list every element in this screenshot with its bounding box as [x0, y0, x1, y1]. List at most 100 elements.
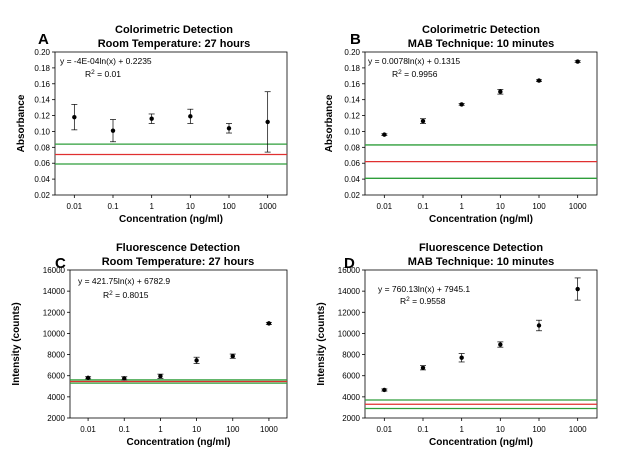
- y-tick-label: 12000: [338, 308, 361, 317]
- x-tick-label: 1: [459, 202, 464, 211]
- y-tick-label: 0.08: [344, 143, 360, 152]
- r-squared-symbol: R: [103, 290, 109, 300]
- y-tick-label: 0.16: [344, 80, 360, 89]
- data-point: [230, 353, 235, 359]
- x-tick-label: 0.1: [417, 425, 429, 434]
- y-axis-label: Intensity (counts): [316, 302, 327, 385]
- x-tick-label: 1000: [259, 202, 277, 211]
- chart-title: Fluorescence Detection: [419, 242, 543, 254]
- data-point: [149, 116, 154, 121]
- y-tick-label: 0.12: [34, 112, 50, 121]
- r-squared-exponent: 2: [109, 290, 113, 297]
- x-tick-label: 0.1: [107, 202, 119, 211]
- x-tick-label: 1: [459, 425, 464, 434]
- y-tick-label: 0.04: [344, 175, 360, 184]
- chart-panel-c: C Fluorescence Detection Room Temperature:…: [11, 242, 288, 448]
- regression-equation: y = 421.75ln(x) + 6782.9: [78, 276, 170, 286]
- y-tick-label: 10000: [43, 329, 66, 338]
- chart-subtitle: Room Temperature: 27 hours: [102, 256, 255, 268]
- data-point: [575, 59, 580, 64]
- r-squared-label: R2 = 0.9558: [400, 296, 446, 306]
- x-tick-label: 1000: [569, 425, 587, 434]
- x-axis-label: Concentration (ng/ml): [119, 214, 223, 225]
- y-tick-label: 4000: [47, 393, 65, 402]
- x-tick-label: 0.01: [67, 202, 83, 211]
- x-tick-label: 10: [496, 202, 505, 211]
- regression-equation: y = 0.0078ln(x) + 0.1315: [368, 56, 460, 66]
- panel-letter: D: [344, 255, 355, 272]
- panel-letter: B: [350, 31, 361, 48]
- y-tick-label: 6000: [47, 372, 65, 381]
- data-point: [110, 128, 116, 133]
- data-point: [459, 102, 464, 107]
- y-tick-label: 0.10: [344, 127, 360, 136]
- y-tick-label: 0.10: [34, 127, 50, 136]
- chart-panel-b: B Colorimetric Detection MAB Technique: 10…: [324, 24, 598, 225]
- y-tick-label: 0.08: [34, 143, 50, 152]
- x-tick-label: 0.1: [417, 202, 429, 211]
- x-axis-label: Concentration (ng/ml): [127, 437, 231, 448]
- x-tick-label: 1000: [260, 425, 278, 434]
- x-tick-label: 1: [158, 425, 163, 434]
- r-squared-symbol: R: [85, 69, 91, 79]
- regression-equation: y = -4E-04ln(x) + 0.2235: [60, 56, 152, 66]
- r-squared-label: R2 = 0.01: [85, 69, 121, 79]
- data-point: [498, 89, 503, 94]
- data-point: [194, 358, 199, 363]
- chart-title: Colorimetric Detection: [115, 24, 233, 36]
- data-point: [188, 114, 193, 119]
- data-point: [459, 355, 464, 360]
- x-tick-label: 1: [149, 202, 154, 211]
- y-tick-label: 8000: [47, 351, 65, 360]
- x-tick-label: 100: [532, 425, 546, 434]
- chart-subtitle: MAB Technique: 10 minutes: [408, 38, 554, 50]
- y-tick-label: 0.18: [344, 64, 360, 73]
- r-squared-value: = 0.9956: [402, 69, 438, 79]
- r-squared-exponent: 2: [91, 69, 95, 76]
- y-tick-label: 0.20: [34, 48, 50, 57]
- r-squared-value: = 0.9558: [410, 296, 446, 306]
- y-tick-label: 16000: [43, 266, 66, 275]
- y-tick-label: 8000: [342, 351, 360, 360]
- data-point: [420, 118, 426, 124]
- y-tick-label: 14000: [43, 287, 66, 296]
- data-point: [536, 78, 542, 83]
- y-tick-label: 6000: [342, 372, 360, 381]
- y-axis-label: Intensity (counts): [11, 302, 22, 385]
- y-tick-label: 0.20: [344, 48, 360, 57]
- chart-subtitle: Room Temperature: 27 hours: [98, 38, 251, 50]
- regression-equation: y = 760.13ln(x) + 7945.1: [378, 284, 470, 294]
- chart-title: Fluorescence Detection: [116, 242, 240, 254]
- y-tick-label: 0.06: [344, 159, 360, 168]
- y-tick-label: 0.12: [344, 112, 360, 121]
- x-axis-label: Concentration (ng/ml): [429, 214, 533, 225]
- r-squared-label: R2 = 0.8015: [103, 290, 149, 300]
- data-point: [420, 365, 426, 370]
- y-tick-label: 4000: [342, 393, 360, 402]
- y-tick-label: 16000: [338, 266, 361, 275]
- y-tick-label: 0.04: [34, 175, 50, 184]
- y-tick-label: 10000: [338, 329, 361, 338]
- r-squared-symbol: R: [400, 296, 406, 306]
- data-point: [226, 126, 232, 131]
- x-tick-label: 100: [222, 202, 236, 211]
- data-point: [575, 286, 580, 292]
- panel-letter: C: [55, 255, 66, 272]
- plot-area: [364, 269, 598, 419]
- data-point: [72, 114, 77, 120]
- data-point: [382, 387, 387, 393]
- x-tick-label: 10: [186, 202, 195, 211]
- y-axis-label: Absorbance: [324, 94, 335, 152]
- chart-title: Colorimetric Detection: [422, 24, 540, 36]
- y-tick-label: 12000: [43, 308, 66, 317]
- chart-panel-a: A Colorimetric Detection Room Temperature:…: [16, 24, 288, 225]
- y-tick-label: 0.02: [34, 191, 50, 200]
- chart-panel-d: D Fluorescence Detection MAB Technique: 10…: [316, 242, 598, 448]
- x-tick-label: 10: [192, 425, 201, 434]
- x-axis-label: Concentration (ng/ml): [429, 437, 533, 448]
- plot-area: [69, 269, 288, 419]
- data-point: [498, 342, 503, 347]
- panel-letter: A: [38, 31, 49, 48]
- plot-area: [54, 51, 288, 196]
- x-tick-label: 10: [496, 425, 505, 434]
